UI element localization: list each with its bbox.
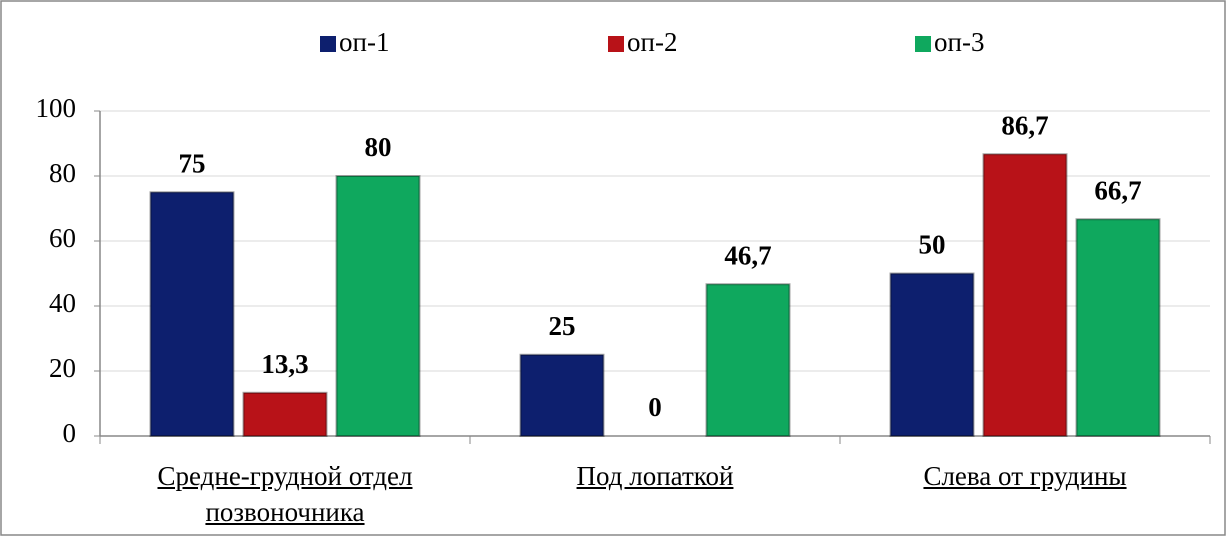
data-label: 66,7 xyxy=(1094,175,1141,205)
legend-label: оп-3 xyxy=(934,27,984,57)
bar xyxy=(1075,218,1161,437)
data-label: 80 xyxy=(365,132,392,162)
x-tick-label: Слева от грудины xyxy=(923,461,1127,491)
bar xyxy=(149,191,235,437)
data-label: 25 xyxy=(549,311,576,341)
data-label: 13,3 xyxy=(261,349,308,379)
y-tick-label: 20 xyxy=(49,353,76,383)
x-tick-label: Под лопаткой xyxy=(576,461,734,491)
y-tick-label: 80 xyxy=(49,158,76,188)
data-label: 75 xyxy=(179,148,206,178)
x-tick-label: Средне-грудной отдел позвоночника xyxy=(157,461,413,527)
legend-swatch xyxy=(915,36,931,52)
bar xyxy=(705,283,791,437)
bar xyxy=(335,175,421,437)
y-tick-label: 0 xyxy=(63,418,77,448)
data-label: 86,7 xyxy=(1001,110,1048,140)
y-tick-label: 60 xyxy=(49,223,76,253)
legend-swatch xyxy=(608,36,624,52)
y-tick-label: 40 xyxy=(49,288,76,318)
legend-swatch xyxy=(320,36,336,52)
legend-label: оп-2 xyxy=(627,27,677,57)
bar xyxy=(982,153,1068,437)
bar xyxy=(889,272,975,437)
data-label: 46,7 xyxy=(724,240,771,270)
y-tick-label: 100 xyxy=(36,93,77,123)
legend-label: оп-1 xyxy=(339,27,389,57)
data-label: 50 xyxy=(919,230,946,260)
bar xyxy=(519,353,605,437)
data-label: 0 xyxy=(648,392,662,422)
bar xyxy=(242,391,328,437)
